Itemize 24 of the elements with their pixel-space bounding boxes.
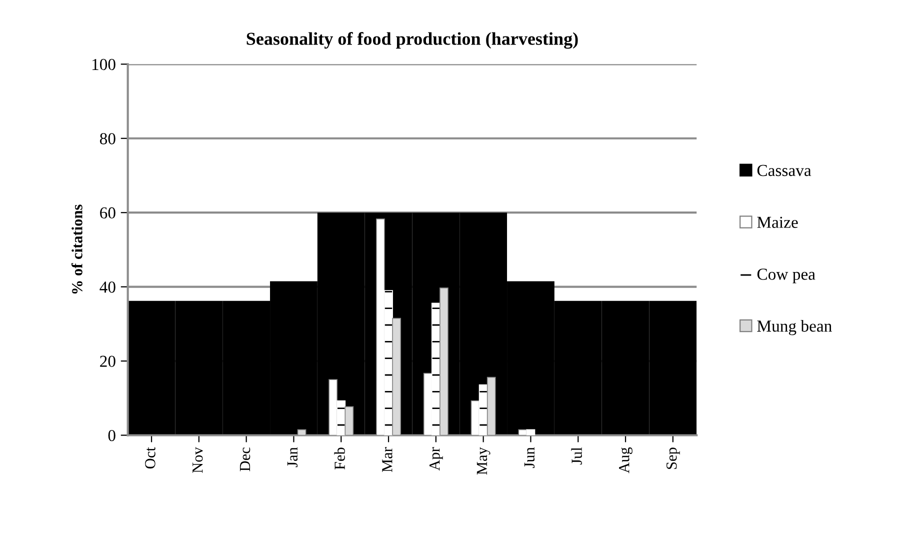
- chart-title: Seasonality of food production (harvesting): [246, 32, 578, 49]
- y-tick-label: 0: [108, 430, 116, 442]
- y-axis-title: % of citations: [71, 204, 82, 294]
- y-tick-label: 80: [100, 133, 116, 144]
- x-tick-label: Aug: [619, 447, 632, 474]
- x-tick-label: Apr: [430, 447, 443, 471]
- y-tick-label: 100: [92, 58, 116, 70]
- legend-label: Mung bean: [757, 320, 832, 336]
- x-tick-label: Oct: [145, 447, 156, 468]
- legend-label: Cassava: [757, 164, 812, 176]
- x-tick-label: Nov: [192, 447, 203, 473]
- x-tick-label: Jul: [571, 447, 582, 465]
- y-tick-label: 20: [100, 356, 116, 367]
- x-tick-label: Jan: [287, 447, 298, 468]
- y-tick-label: 60: [100, 207, 116, 219]
- x-tick-label: Dec: [240, 448, 250, 472]
- x-tick-label: Jun: [524, 447, 535, 468]
- x-tick-label: Mar: [382, 447, 392, 472]
- x-tick-label: Feb: [334, 448, 345, 470]
- legend-label: Maize: [757, 216, 798, 228]
- y-tick-label: 40: [100, 282, 116, 293]
- x-tick-label: Sep: [666, 448, 680, 469]
- x-tick-label: May: [476, 447, 490, 475]
- legend-label: Cow pea: [757, 268, 816, 284]
